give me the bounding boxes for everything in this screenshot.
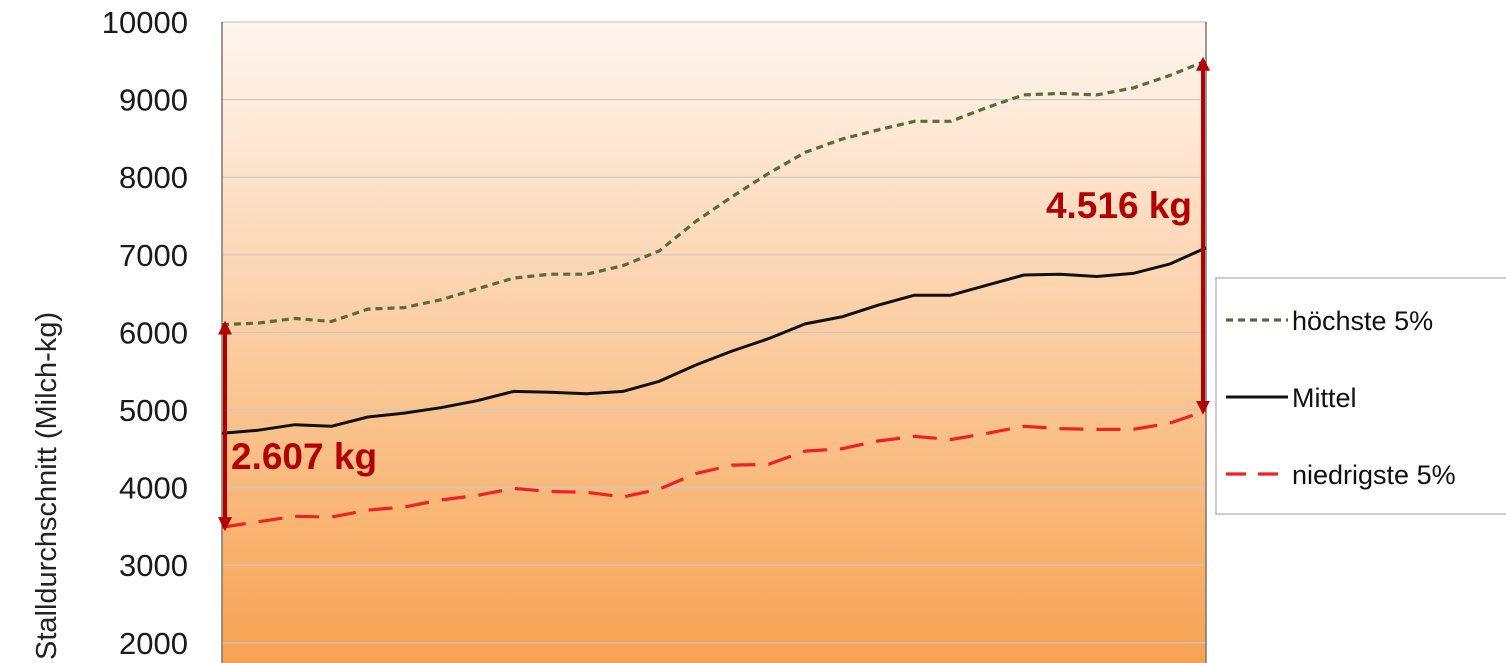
legend: höchste 5% Mittel niedrigste 5% (1215, 277, 1506, 515)
gridlines (222, 21, 1206, 644)
y-tick-label: 2000 (119, 626, 188, 661)
range-annotations: 2.607 kg 4.516 kg (218, 56, 1210, 532)
y-tick-label: 9000 (119, 83, 188, 118)
legend-label-niedrigste: niedrigste 5% (1292, 460, 1456, 490)
y-axis-label: Stalldurchschnitt (Milch-kg) (31, 312, 63, 660)
legend-label-mittel: Mittel (1292, 383, 1357, 413)
range-label-0: 2.607 kg (231, 436, 377, 477)
legend-label-hoechste: höchste 5% (1292, 306, 1433, 336)
series-lines (221, 59, 1207, 529)
y-tick-label: 10000 (102, 5, 188, 40)
y-tick-label: 7000 (119, 238, 188, 273)
y-axis-ticks: 2000 3000 4000 5000 6000 7000 8000 9000 10000 (102, 5, 188, 661)
y-tick-label: 3000 (119, 548, 188, 583)
plot-area (222, 22, 1206, 663)
series-line-1 (221, 246, 1207, 435)
series-line-0 (221, 59, 1207, 327)
y-tick-label: 5000 (119, 393, 188, 428)
y-tick-label: 8000 (119, 160, 188, 195)
y-tick-label: 6000 (119, 315, 188, 350)
range-label-1: 4.516 kg (1046, 185, 1192, 226)
y-tick-label: 4000 (119, 471, 188, 506)
series-line-2 (221, 409, 1207, 529)
